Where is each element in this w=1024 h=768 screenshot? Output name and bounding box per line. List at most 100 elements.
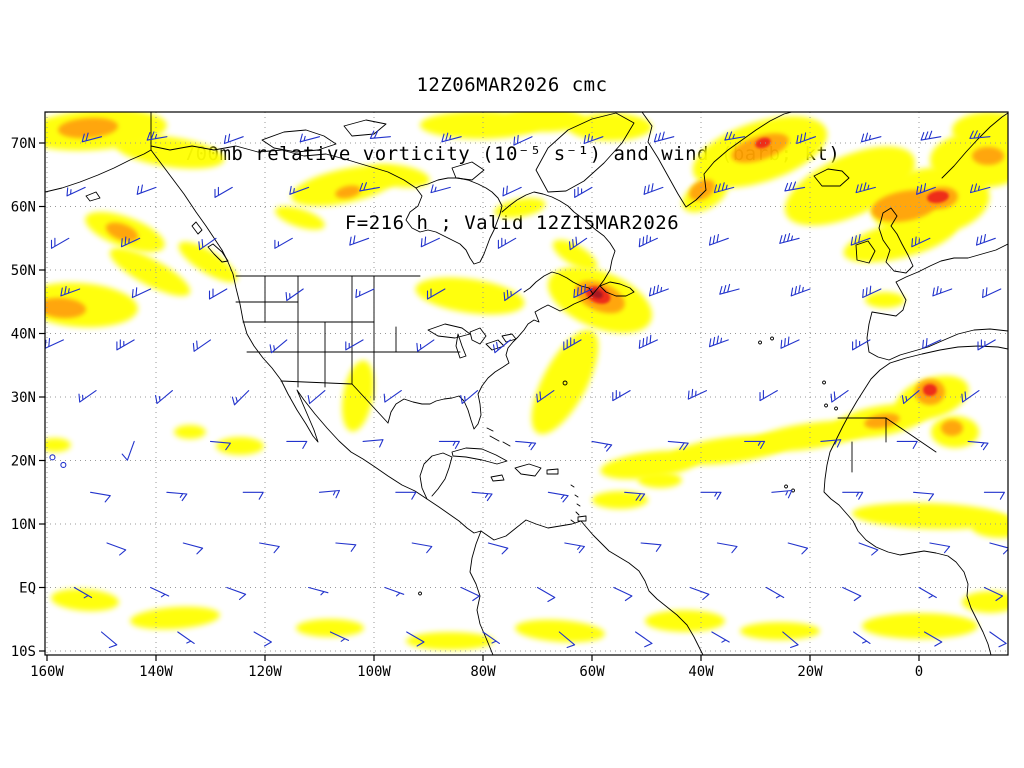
vorticity-region [645, 610, 725, 632]
lon-label: 120W [248, 664, 282, 680]
vorticity-region [505, 112, 585, 132]
wind-barb [177, 631, 195, 644]
wind-barb [982, 287, 1002, 299]
coastline-path [451, 447, 508, 465]
coastline-path [570, 484, 581, 524]
wind-barb [648, 284, 669, 297]
wind-barb [564, 542, 585, 554]
axis-ticks [39, 142, 920, 661]
wind-barb [708, 233, 729, 246]
wind-barb [416, 339, 435, 352]
lon-label: 60W [579, 664, 605, 680]
vorticity-region [531, 329, 599, 435]
coastline-path [261, 129, 337, 153]
wind-barb [842, 491, 864, 500]
wind-barb [329, 631, 350, 642]
wind-barb [719, 283, 740, 295]
wind-barb [155, 390, 173, 405]
wind-barb [269, 339, 288, 354]
wind-barb [638, 234, 658, 248]
wind-barb [426, 288, 446, 300]
wind-barb [355, 288, 375, 299]
wind-barb [536, 586, 556, 603]
wind-barb [120, 236, 141, 248]
wind-barb [482, 631, 500, 644]
vorticity-region [335, 185, 361, 199]
coastline-path [85, 191, 101, 202]
vorticity-region [962, 591, 1008, 613]
wind-barb [916, 183, 936, 195]
wind-barb [975, 233, 996, 246]
wind-barb [299, 133, 321, 143]
wind-barb [121, 440, 135, 461]
vorticity-region [105, 222, 139, 242]
coastline-path [514, 463, 542, 477]
coastline-path [419, 452, 453, 500]
coastline-path [878, 207, 914, 274]
coastline-path [490, 474, 505, 482]
wind-barb [765, 586, 785, 599]
lon-label: 160W [30, 664, 64, 680]
wind-barb [711, 631, 730, 643]
wind-barb [420, 236, 440, 248]
wind-barb [796, 132, 817, 145]
lon-label: 0 [915, 664, 923, 680]
wind-barb [253, 631, 272, 647]
vorticity-region [865, 292, 905, 308]
coastline-path [485, 339, 505, 351]
coastline-path [451, 161, 485, 181]
wind-barb [146, 131, 168, 141]
wind-barb [286, 440, 308, 449]
wind-barb [259, 542, 280, 554]
wind-barbs [45, 130, 1008, 649]
vorticity-region [740, 622, 820, 640]
vorticity-region [689, 179, 715, 201]
wind-barb [345, 339, 364, 351]
wind-barb [438, 440, 460, 449]
wind-barb [858, 542, 879, 556]
wind-barb [779, 233, 800, 244]
wind-barb [643, 183, 664, 195]
wind-barb [503, 288, 522, 302]
wind-barb [60, 286, 81, 297]
vorticity-region [296, 619, 364, 637]
wind-barb [744, 440, 766, 449]
vorticity-region [45, 297, 86, 319]
coastline-path [599, 281, 635, 297]
wind-barb [384, 586, 405, 597]
wind-barb [852, 339, 871, 351]
wind-barb [708, 335, 729, 348]
wind-barb [568, 236, 588, 251]
wind-barb [920, 130, 942, 141]
wind-barb [116, 339, 135, 351]
wind-barb [136, 184, 157, 195]
wind-barb [989, 631, 1007, 648]
coastline-path [469, 327, 487, 345]
wind-barb [830, 390, 849, 403]
wind-barb [929, 542, 951, 554]
wind-barb [308, 586, 329, 596]
coastline-path [641, 112, 793, 208]
wind-barb [289, 185, 310, 195]
coastline-path [813, 168, 850, 187]
coastline-path [889, 345, 1008, 364]
wind-barb [583, 133, 604, 145]
wind-barb [166, 491, 188, 502]
wind-barb [983, 491, 1005, 500]
coastline-path [207, 243, 229, 263]
wind-barb-calm [60, 461, 67, 468]
vorticity-region [852, 502, 1008, 530]
wind-barb [223, 133, 244, 145]
lat-label: 30N [11, 390, 36, 406]
vorticity-region [45, 438, 71, 452]
coastline-path [455, 333, 467, 359]
wind-barb [977, 339, 996, 351]
vorticity-region [109, 247, 191, 297]
coastline-path [941, 112, 1008, 179]
wind-barb [961, 390, 980, 403]
lon-label: 100W [357, 664, 391, 680]
vorticity-region [406, 632, 494, 650]
wind-barb [274, 237, 293, 249]
wind-barb [913, 491, 935, 502]
wind-barb [359, 182, 380, 192]
